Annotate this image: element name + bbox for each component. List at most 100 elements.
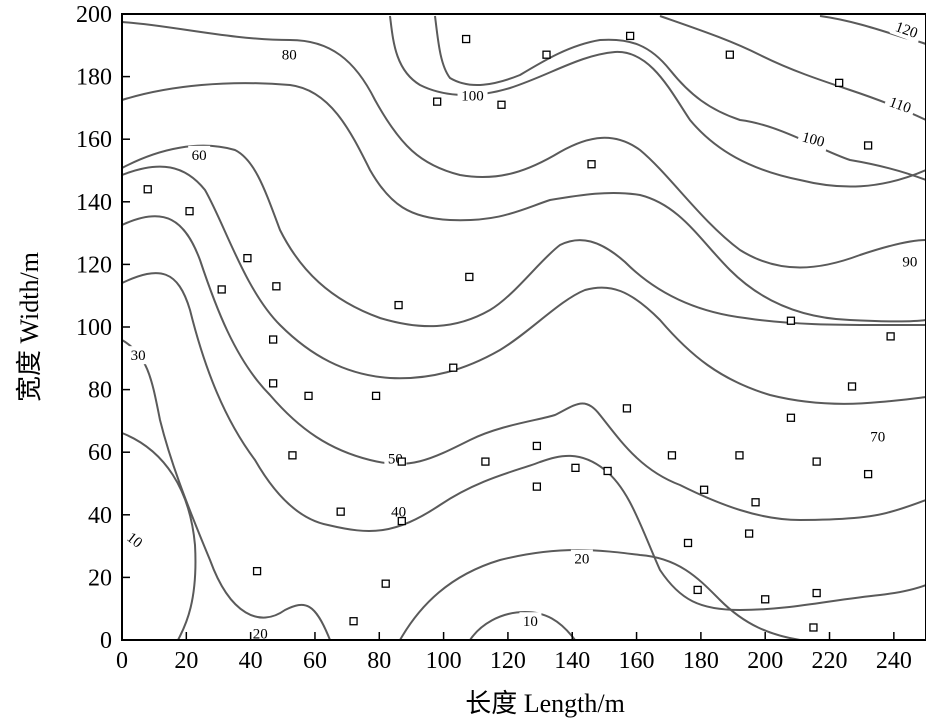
sample-point-marker bbox=[532, 482, 542, 491]
sample-point-marker bbox=[786, 413, 796, 422]
contour-label-bg bbox=[883, 91, 918, 119]
contour-label: 90 bbox=[898, 252, 921, 271]
plot-frame bbox=[121, 13, 926, 641]
y-tick-label: 40 bbox=[88, 503, 112, 529]
contour-label-bg bbox=[519, 612, 542, 631]
contour-label: 10 bbox=[519, 612, 542, 631]
sample-point-marker bbox=[449, 363, 458, 372]
contour-line-80 bbox=[121, 21, 926, 269]
contour-label-text: 20 bbox=[253, 627, 268, 643]
sample-point-marker bbox=[269, 379, 278, 388]
x-tick-label: 220 bbox=[812, 648, 848, 674]
x-tick-label: 60 bbox=[303, 648, 327, 674]
sample-point-marker bbox=[667, 451, 677, 460]
y-tick-label: 80 bbox=[88, 378, 112, 404]
sample-point-marker bbox=[143, 185, 152, 194]
sample-point-marker bbox=[304, 391, 313, 401]
contour-line-100 bbox=[434, 15, 926, 181]
sample-point-marker bbox=[381, 579, 390, 588]
contour-label: 10 bbox=[120, 525, 150, 554]
sample-point-marker bbox=[349, 617, 358, 626]
sample-point-marker bbox=[863, 141, 873, 150]
sample-point-marker bbox=[185, 207, 194, 216]
sample-point-marker bbox=[587, 160, 596, 169]
sample-point-marker bbox=[786, 316, 796, 325]
sample-point-marker bbox=[542, 50, 551, 59]
sample-point-marker bbox=[735, 451, 744, 460]
x-axis-label: 长度 Length/m bbox=[465, 689, 625, 718]
y-tick-label: 20 bbox=[88, 565, 112, 591]
sample-point-marker bbox=[272, 282, 281, 291]
contour-label: 30 bbox=[127, 346, 150, 365]
y-tick-label: 120 bbox=[76, 252, 112, 278]
x-tick-label: 160 bbox=[619, 648, 655, 674]
x-tick-label: 40 bbox=[239, 648, 263, 674]
contour-label-bg bbox=[278, 45, 301, 64]
contour-label-text: 100 bbox=[800, 130, 826, 151]
contour-label-text: 120 bbox=[893, 19, 920, 42]
y-tick-label: 60 bbox=[88, 440, 112, 466]
contour-label: 20 bbox=[570, 549, 593, 568]
sample-point-marker bbox=[481, 457, 490, 466]
x-tick-label: 100 bbox=[426, 648, 462, 674]
contour-label-bg bbox=[387, 502, 410, 521]
contour-label: 40 bbox=[387, 502, 410, 521]
sample-point-marker bbox=[761, 595, 770, 604]
contour-label-text: 60 bbox=[192, 148, 207, 164]
contour-label-bg bbox=[889, 16, 924, 44]
contour-label: 100 bbox=[796, 126, 831, 152]
sample-point-marker bbox=[371, 391, 381, 401]
contour-label-text: 10 bbox=[523, 614, 538, 630]
contour-line-20-right bbox=[399, 549, 801, 641]
contour-label-text: 70 bbox=[870, 430, 885, 446]
contour-line-10-right bbox=[469, 610, 576, 641]
x-tick-label: 120 bbox=[490, 648, 526, 674]
contour-line-20-left bbox=[121, 339, 331, 641]
sample-point-marker bbox=[532, 441, 542, 451]
contour-label-text: 110 bbox=[887, 94, 913, 117]
x-tick-label: 180 bbox=[683, 648, 719, 674]
sample-point-marker bbox=[809, 623, 818, 632]
y-tick-label: 200 bbox=[76, 2, 112, 28]
x-tick-label: 0 bbox=[116, 648, 128, 674]
contour-label: 100 bbox=[457, 86, 488, 105]
sample-point-marker bbox=[217, 285, 226, 294]
contour-line-50 bbox=[121, 165, 926, 405]
contour-label-bg bbox=[866, 427, 889, 446]
contour-label-text: 20 bbox=[574, 552, 589, 568]
sample-points bbox=[143, 31, 895, 632]
sample-point-marker bbox=[461, 34, 471, 44]
y-tick-label: 0 bbox=[100, 628, 112, 654]
sample-point-marker bbox=[625, 31, 635, 41]
contour-label-bg bbox=[898, 252, 921, 271]
sample-point-marker bbox=[497, 100, 506, 109]
y-tick-label: 100 bbox=[76, 315, 112, 341]
sample-point-marker bbox=[394, 300, 403, 310]
sample-point-marker bbox=[863, 469, 873, 479]
sample-point-marker bbox=[812, 588, 821, 598]
sample-point-marker bbox=[622, 404, 632, 413]
x-tick-label: 20 bbox=[174, 648, 198, 674]
sample-point-marker bbox=[751, 498, 760, 507]
sample-point-marker bbox=[465, 272, 474, 282]
contour-label-text: 40 bbox=[391, 505, 406, 521]
sample-point-marker bbox=[886, 332, 895, 341]
contour-label-text: 90 bbox=[902, 254, 917, 270]
contour-label-bg bbox=[120, 525, 150, 554]
contour-line-70 bbox=[121, 82, 926, 323]
sample-point-marker bbox=[847, 382, 857, 391]
sample-point-marker bbox=[725, 50, 734, 59]
y-tick-label: 140 bbox=[76, 190, 112, 216]
sample-point-marker bbox=[683, 538, 693, 548]
contour-label-bg bbox=[249, 624, 272, 643]
contour-label-bg bbox=[188, 145, 211, 164]
x-axis-ticks: 0 20 40 60 80 100 120 140 160 180 200 220 240 bbox=[116, 632, 912, 674]
contour-label-text: 100 bbox=[461, 88, 484, 104]
sample-point-marker bbox=[699, 485, 709, 494]
sample-point-marker bbox=[835, 78, 844, 88]
contour-label: 110 bbox=[883, 91, 918, 119]
sample-point-marker bbox=[269, 335, 278, 344]
sample-point-marker bbox=[288, 451, 297, 460]
